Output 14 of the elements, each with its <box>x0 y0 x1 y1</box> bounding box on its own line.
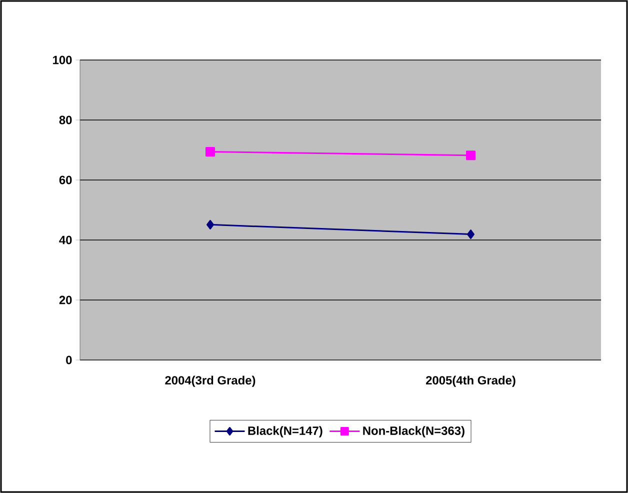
legend-label: Black(N=147) <box>248 426 322 438</box>
point <box>206 220 214 230</box>
x-tick-label: 2005(4th Grade) <box>426 376 516 387</box>
y-tick-label: 40 <box>59 236 72 244</box>
y-tick-label: 80 <box>59 116 72 124</box>
point <box>467 230 475 240</box>
y-tick-label: 60 <box>59 176 72 184</box>
y-tick-label: 0 <box>66 356 72 364</box>
legend-label: Non-Black(N=363) <box>363 426 464 438</box>
y-tick-label: 100 <box>53 56 72 64</box>
point <box>206 147 216 157</box>
x-tick-label: 2004(3rd Grade) <box>165 376 256 387</box>
y-tick-label: 20 <box>59 296 72 304</box>
point <box>466 150 476 160</box>
